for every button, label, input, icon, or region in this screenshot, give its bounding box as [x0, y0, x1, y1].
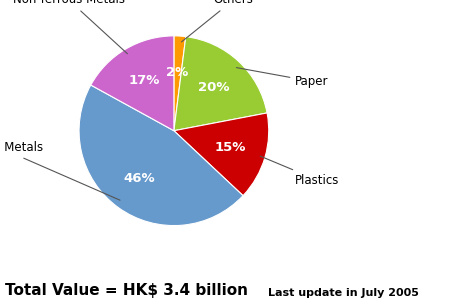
Wedge shape	[91, 36, 174, 131]
Text: Last update in July 2005: Last update in July 2005	[268, 288, 419, 298]
Text: Others: Others	[181, 0, 254, 42]
Text: Non-ferrous Metals: Non-ferrous Metals	[13, 0, 127, 54]
Text: Total Value = HK$ 3.4 billion: Total Value = HK$ 3.4 billion	[5, 283, 248, 298]
Wedge shape	[174, 36, 267, 131]
Text: 2%: 2%	[166, 66, 189, 78]
Text: 46%: 46%	[124, 172, 155, 185]
Text: 20%: 20%	[198, 81, 230, 94]
Wedge shape	[174, 36, 186, 131]
Text: Plastics: Plastics	[260, 156, 340, 187]
Text: Paper: Paper	[236, 67, 329, 88]
Text: 15%: 15%	[215, 141, 246, 154]
Text: 17%: 17%	[128, 74, 160, 87]
Text: Ferrous Metals: Ferrous Metals	[0, 141, 120, 200]
Wedge shape	[174, 113, 269, 196]
Wedge shape	[79, 85, 243, 226]
